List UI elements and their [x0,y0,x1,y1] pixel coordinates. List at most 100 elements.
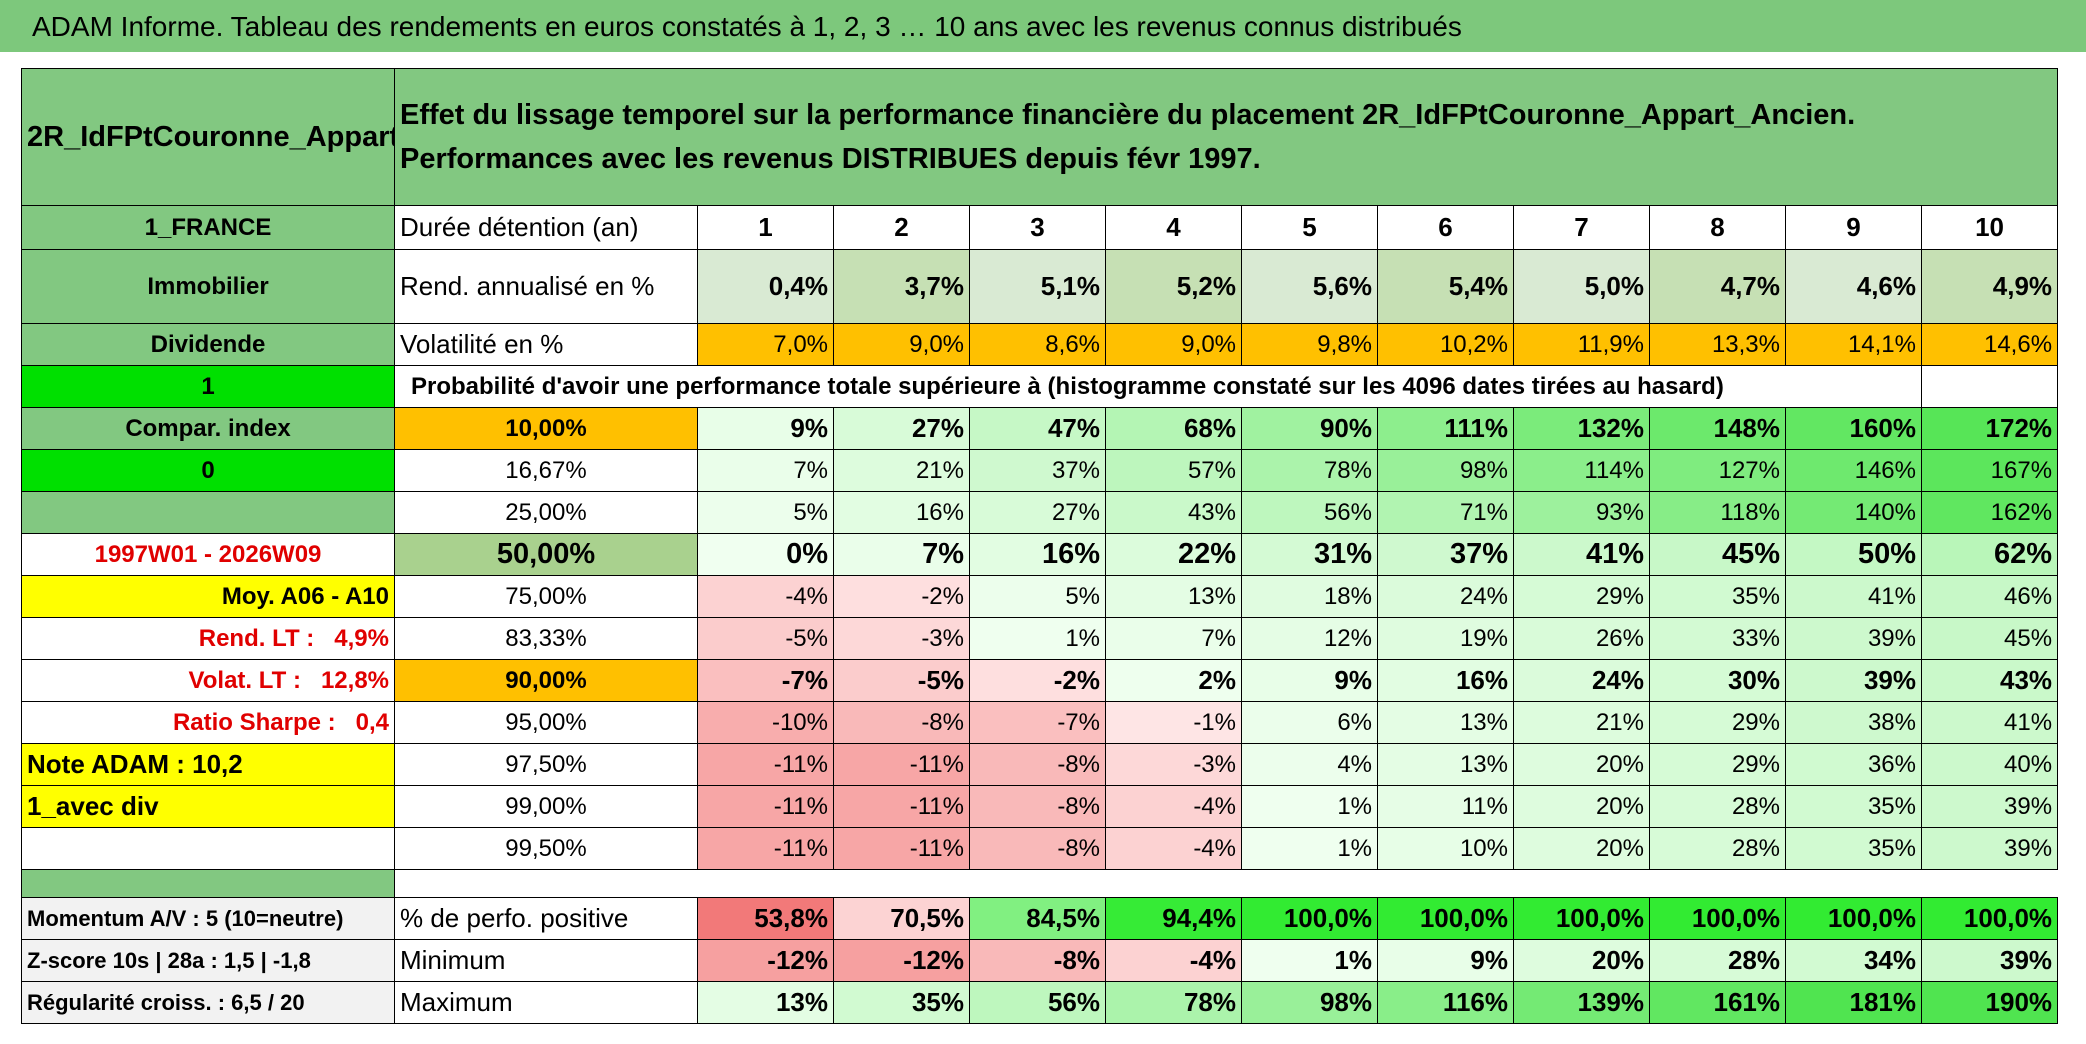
value-cell: 93% [1513,491,1650,534]
row-label: Dividende [21,323,395,366]
row-label: Momentum A/V : 5 (10=neutre) [21,897,395,940]
table-row: 0 16,67% 7% 21% 37% 57% 78% 98% 114% 127% 146% 167% [21,449,2059,492]
value-cell: 5,2% [1105,249,1242,324]
value-cell: 16% [969,533,1106,576]
value-cell: 148% [1649,407,1786,450]
value-cell: 14,6% [1920,323,2059,366]
table-row: Note ADAM : 10,2 97,50% -11% -11% -8% -3% 4% 13… [21,743,2059,786]
row-key: 75,00% [394,575,698,618]
table-row: 1 Probabilité d'avoir une performance tot… [21,365,2059,408]
value-cell: 56% [969,981,1106,1024]
value-cell: 24% [1377,575,1514,618]
value-cell: 46% [1920,575,2059,618]
value-cell: 100,0% [1377,897,1514,940]
value-cell: 78% [1105,981,1242,1024]
value-cell: 38% [1785,701,1922,744]
row-key: 10,00% [394,407,698,450]
row-key: Durée détention (an) [394,205,698,250]
value-cell: 18% [1241,575,1378,618]
value-cell: 9 [1785,205,1922,250]
value-cell: 29% [1513,575,1650,618]
value-cell: -4% [1105,827,1242,870]
value-cell: 13,3% [1649,323,1786,366]
value-cell: 21% [1513,701,1650,744]
row-key: 83,33% [394,617,698,660]
row-label: Moy. A06 - A10 [21,575,395,618]
row-label: 1 [21,365,395,408]
value-cell: 5,6% [1241,249,1378,324]
value-cell: 4 [1105,205,1242,250]
value-cell: 62% [1920,533,2059,576]
table-row: Momentum A/V : 5 (10=neutre)% de perfo. … [21,897,2059,940]
value-cell: 56% [1241,491,1378,534]
row-label: Note ADAM : 10,2 [21,743,395,786]
value-cell: 10,2% [1377,323,1514,366]
value-cell: 35% [1785,785,1922,828]
value-cell: -3% [833,617,970,660]
value-cell: 16% [833,491,970,534]
value-cell: 35% [1649,575,1786,618]
value-cell: -5% [697,617,834,660]
value-cell: 0% [697,533,834,576]
value-cell: 12% [1241,617,1378,660]
value-cell: 24% [1513,659,1650,702]
value-cell: 84,5% [969,897,1106,940]
value-cell: 70,5% [833,897,970,940]
row-key: Volatilité en % [394,323,698,366]
value-cell: 27% [833,407,970,450]
value-cell: -8% [969,743,1106,786]
placement-name: 2R_IdFPtCouronne_Appart_Ancien [21,68,395,206]
value-cell: 6 [1377,205,1514,250]
value-cell: 0,4% [697,249,834,324]
row-label: Z-score 10s | 28a : 1,5 | -1,8 [21,939,395,982]
value-cell: 19% [1377,617,1514,660]
value-cell: -8% [833,701,970,744]
value-cell: -11% [833,827,970,870]
value-cell: 100,0% [1785,897,1922,940]
value-cell: 29% [1649,701,1786,744]
value-cell: 28% [1649,827,1786,870]
value-cell: 53,8% [697,897,834,940]
value-cell: 11,9% [1513,323,1650,366]
value-cell: 7 [1513,205,1650,250]
spacer-row [21,869,2058,898]
value-cell: 40% [1920,743,2059,786]
value-cell: 78% [1241,449,1378,492]
value-cell: 127% [1649,449,1786,492]
value-cell: 7% [833,533,970,576]
value-cell: 39% [1920,827,2059,870]
row-label: Volat. LT : 12,8% [21,659,395,702]
value-cell: 100,0% [1513,897,1650,940]
title-bar: ADAM Informe. Tableau des rendements en … [0,0,2086,52]
value-cell: 11% [1377,785,1514,828]
value-cell: 111% [1377,407,1514,450]
table-row: Immobilier Rend. annualisé en % 0,4% 3,7% 5,… [21,249,2059,324]
value-cell: -11% [833,743,970,786]
row-key: Rend. annualisé en % [394,249,698,324]
table-row: Ratio Sharpe : 0,4 95,00% -10% -8% -7% -1% 6% 1… [21,701,2059,744]
value-cell: 2% [1105,659,1242,702]
value-cell: 190% [1920,981,2059,1024]
value-cell: 20% [1513,743,1650,786]
value-cell: 146% [1785,449,1922,492]
value-cell: 30% [1649,659,1786,702]
value-cell: -8% [969,939,1106,982]
spacer [393,869,2058,898]
value-cell: 37% [969,449,1106,492]
header-row: 2R_IdFPtCouronne_Appart_AncienEffet du l… [21,68,2059,206]
row-label: Régularité croiss. : 6,5 / 20 [21,981,395,1024]
value-cell: 167% [1920,449,2059,492]
table-row: Volat. LT : 12,8% 90,00% -7% -5% -2% 2% 9% 16% 2… [21,659,2059,702]
value-cell: 140% [1785,491,1922,534]
table-row: 1_avec div 99,00% -11% -11% -8% -4% 1% 11% 20% 28… [21,785,2059,828]
row-key: Minimum [394,939,698,982]
value-cell: -5% [833,659,970,702]
performance-table: 2R_IdFPtCouronne_Appart_AncienEffet du l… [21,68,2059,1024]
row-key: 97,50% [394,743,698,786]
row-note: Probabilité d'avoir une performance tota… [394,365,1922,408]
value-cell: 7% [1105,617,1242,660]
value-cell: 34% [1785,939,1922,982]
value-cell: 9% [1241,659,1378,702]
value-cell: 160% [1785,407,1922,450]
value-cell: 20% [1513,827,1650,870]
